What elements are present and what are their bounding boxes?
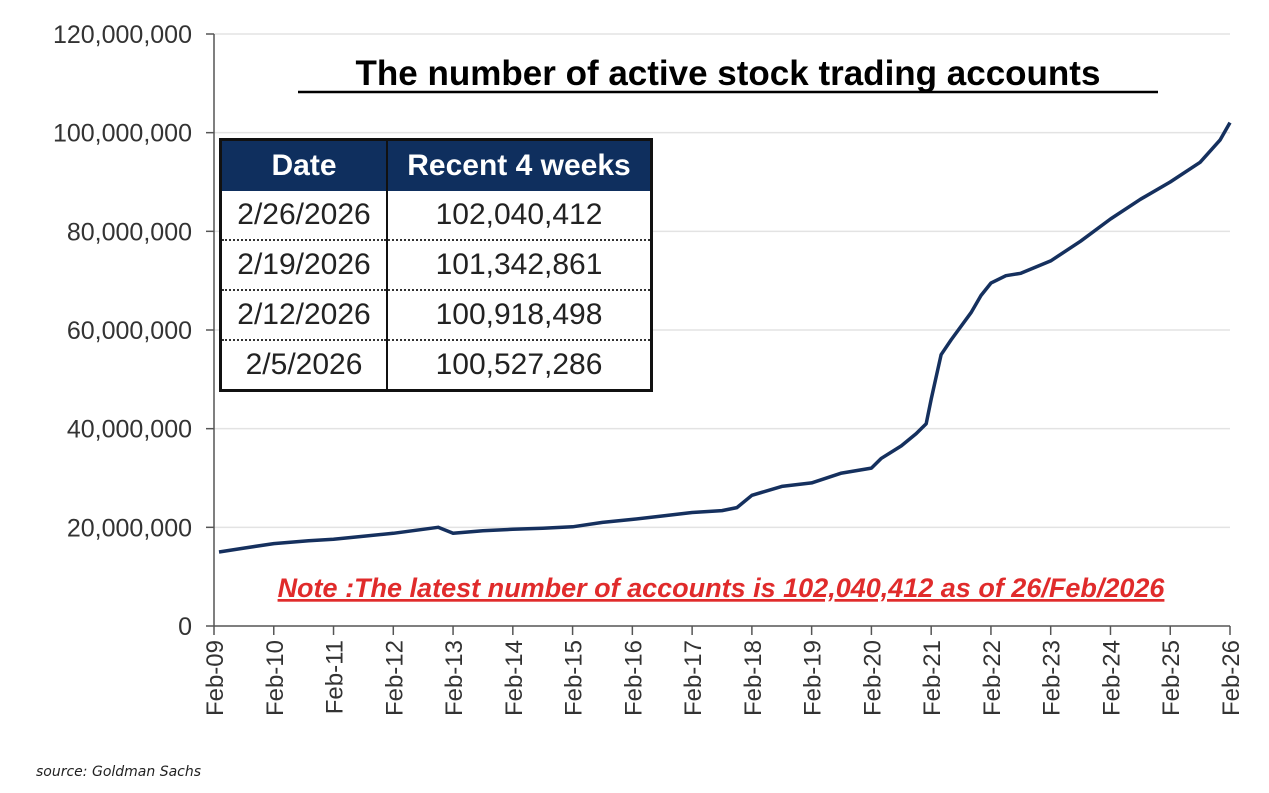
table-cell-accounts: 101,342,861 [387, 240, 652, 291]
x-tick-label: Feb-16 [620, 640, 647, 716]
x-axis-tick-labels: Feb-09 Feb-10 Feb-11 Feb-12 Feb-13 Feb-14 Feb-… [202, 640, 1245, 716]
x-tick-label: Feb-21 [919, 640, 946, 716]
table-cell-accounts: 100,918,498 [387, 290, 652, 341]
chart-title: The number of active stock trading accou… [356, 54, 1101, 93]
y-axis-tick-labels: 0 20,000,000 40,000,000 60,000,000 80,000,00… [53, 21, 192, 641]
x-tick-label: Feb-25 [1158, 640, 1185, 716]
chart-note: Note :The latest number of accounts is 1… [278, 573, 1166, 603]
x-tick-label: Feb-19 [800, 640, 827, 716]
table-cell-date: 2/26/2026 [220, 191, 388, 241]
table-cell-date: 2/19/2026 [220, 240, 388, 291]
y-tick-label: 120,000,000 [53, 21, 192, 49]
x-tick-label: Feb-10 [262, 640, 289, 716]
x-tick-label: Feb-26 [1218, 640, 1245, 716]
table-row: 2/12/2026 100,918,498 [220, 290, 652, 341]
table-header-row: Date Recent 4 weeks [220, 139, 652, 191]
x-tick-label: Feb-17 [680, 640, 707, 716]
table-cell-date: 2/5/2026 [220, 340, 388, 391]
table-cell-accounts: 100,527,286 [435, 348, 603, 381]
table-row: 2/5/2026 100,527,286 [220, 340, 652, 391]
axes [206, 33, 1231, 635]
table-cell-date: 2/12/2026 [220, 290, 388, 341]
x-tick-label: Feb-20 [859, 640, 886, 716]
recent-weeks-table: Date Recent 4 weeks 2/26/2026 102,040,41… [219, 138, 653, 392]
y-tick-label: 100,000,000 [53, 120, 192, 148]
y-tick-label: 60,000,000 [67, 317, 192, 345]
x-tick-label: Feb-11 [322, 640, 349, 714]
column-header-recent-4-weeks: Recent 4 weeks [407, 149, 631, 182]
y-tick-label: 80,000,000 [67, 218, 192, 246]
x-tick-label: Feb-23 [1039, 640, 1066, 716]
x-tick-label: Feb-13 [441, 640, 468, 716]
y-tick-label: 0 [178, 613, 192, 641]
source-caption: source: Goldman Sachs [36, 764, 202, 780]
x-tick-label: Feb-15 [561, 640, 588, 716]
y-tick-label: 40,000,000 [67, 416, 192, 444]
x-tick-label: Feb-22 [979, 640, 1006, 716]
table-row: 2/26/2026 102,040,412 [220, 191, 652, 241]
table-row: 2/19/2026 101,342,861 [220, 240, 652, 291]
table-cell-accounts: 102,040,412 [387, 191, 652, 241]
x-tick-label: Feb-14 [501, 640, 528, 716]
x-tick-label: Feb-24 [1098, 640, 1125, 716]
active-accounts-line [218, 121, 1232, 554]
x-tick-label: Feb-09 [202, 640, 229, 716]
column-header-date: Date [220, 139, 388, 191]
y-tick-label: 20,000,000 [67, 514, 192, 542]
x-tick-label: Feb-12 [381, 640, 408, 716]
x-tick-label: Feb-18 [740, 640, 767, 716]
